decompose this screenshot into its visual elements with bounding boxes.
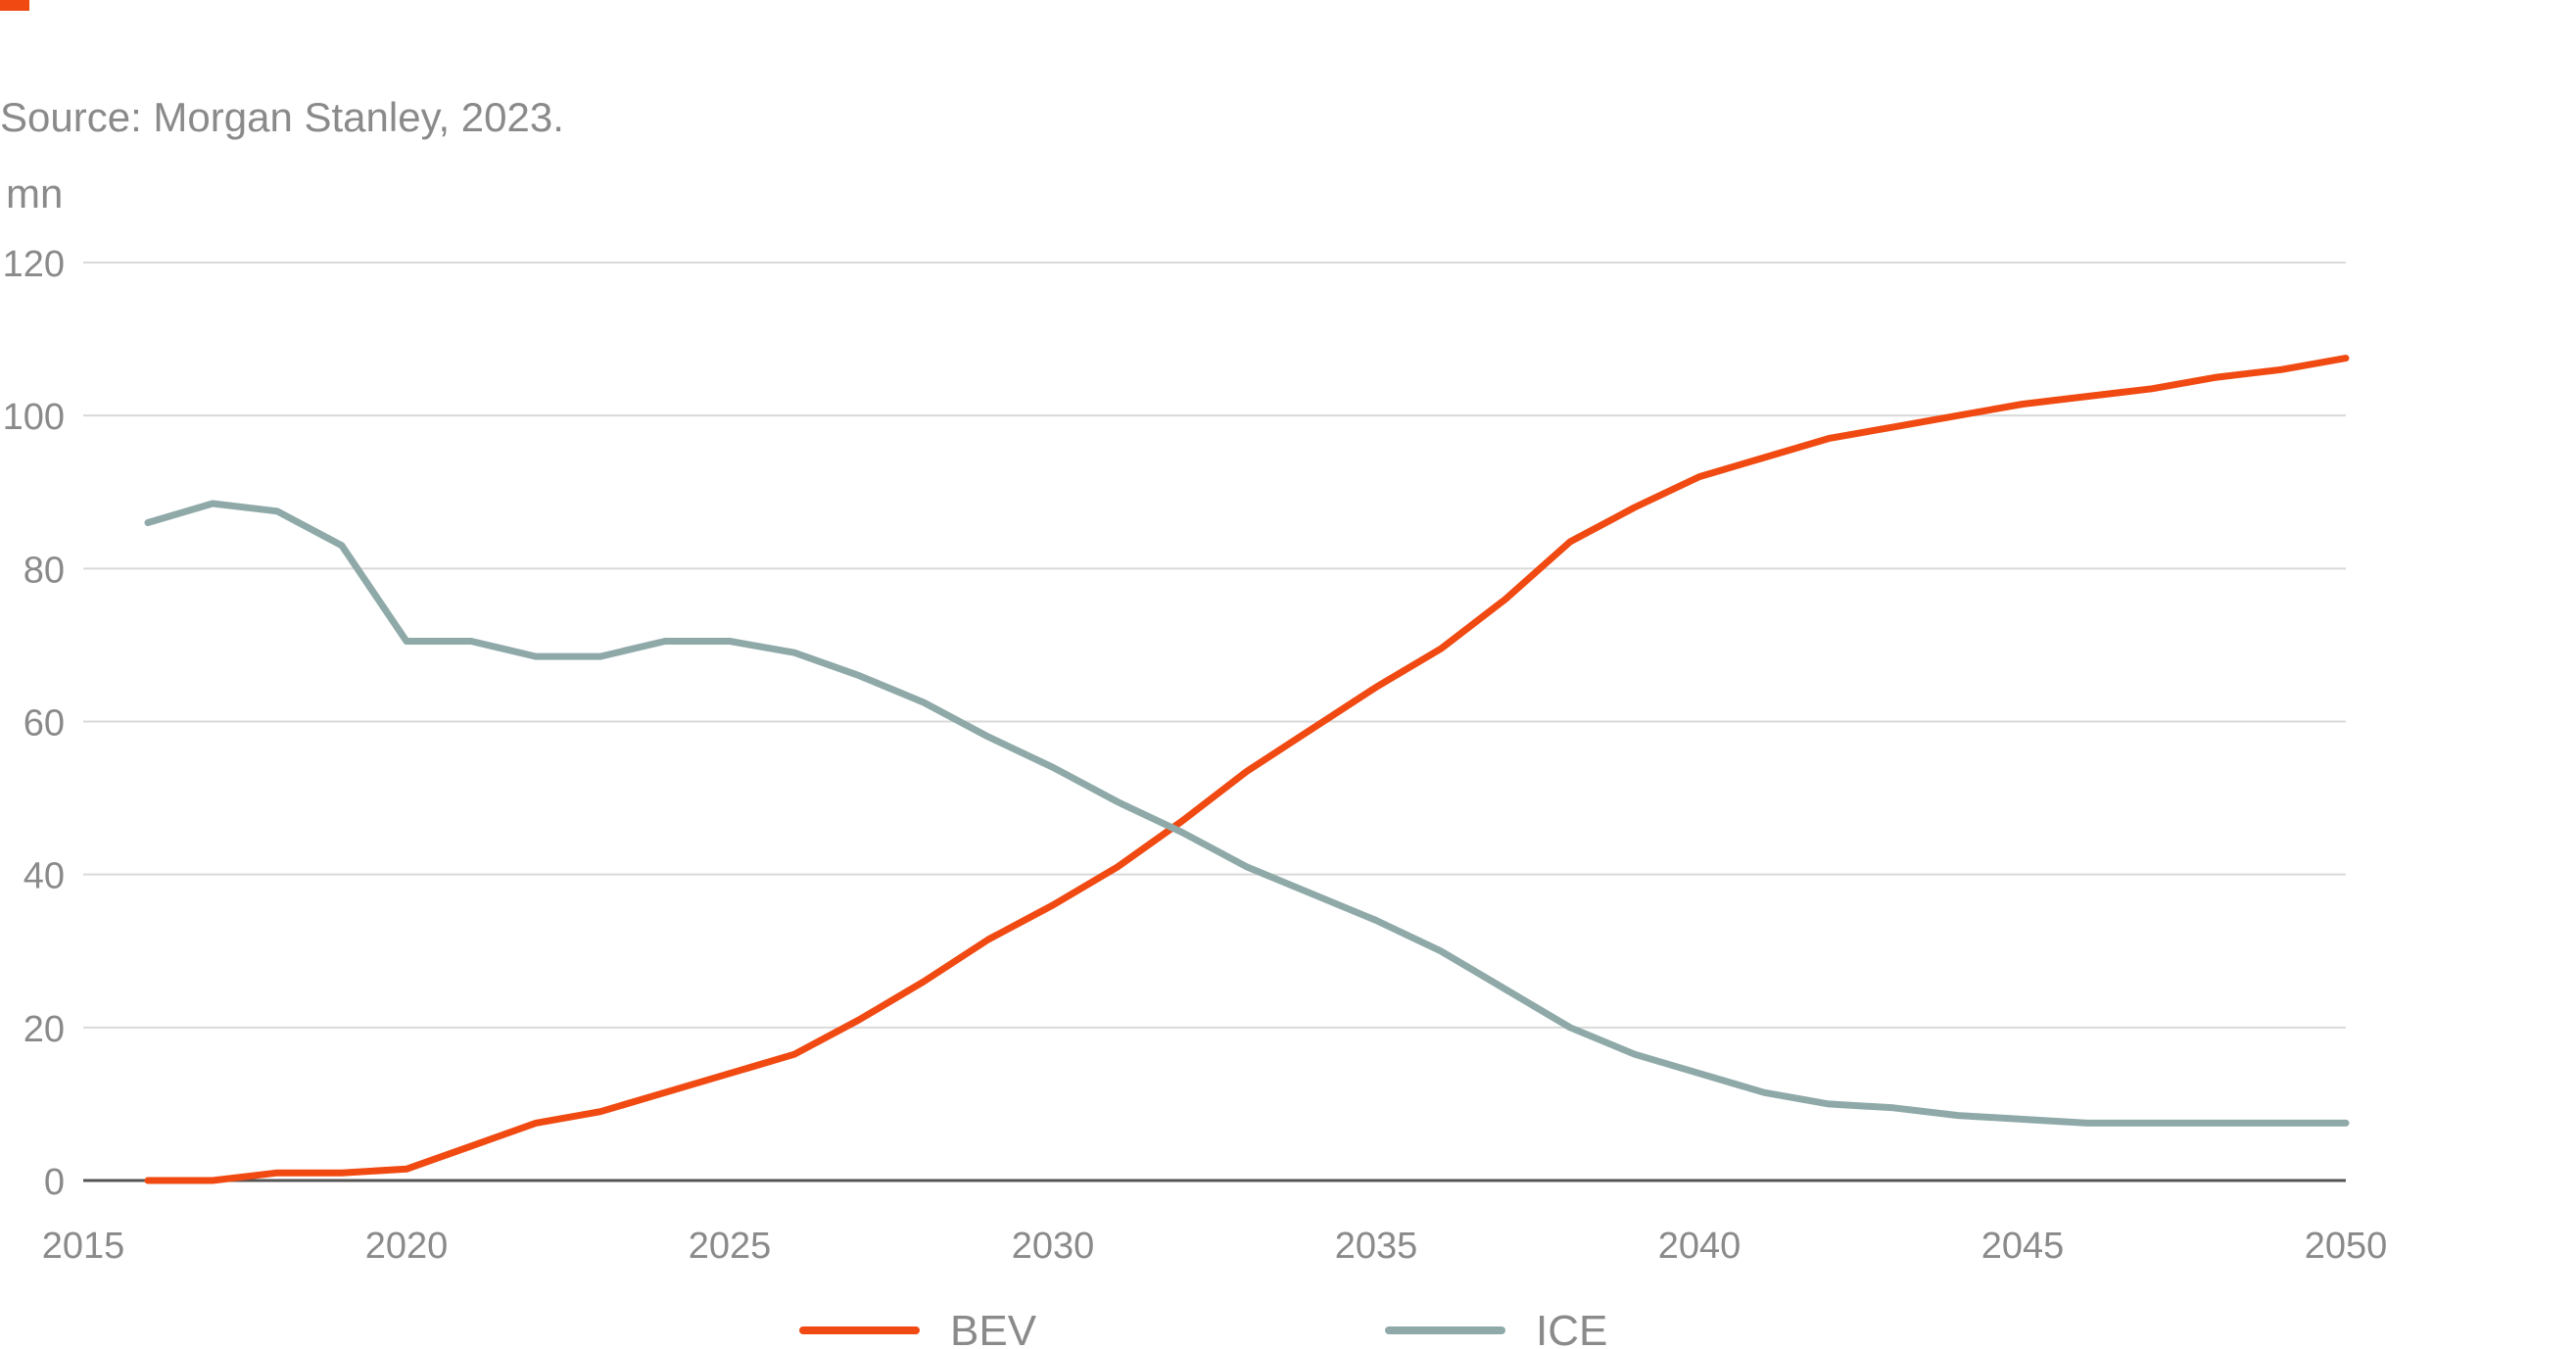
legend-label-ice: ICE [1536,1307,1607,1349]
y-tick-label: 80 [24,550,65,591]
y-tick-label: 120 [3,244,65,285]
x-tick-label: 2050 [2305,1226,2388,1267]
gridlines [83,262,2346,1029]
x-tick-label: 2020 [365,1226,449,1267]
series-line-bev [144,355,2350,1184]
x-tick-label: 2035 [1335,1226,1418,1267]
x-tick-label: 2025 [689,1226,772,1267]
x-tick-label: 2030 [1012,1226,1095,1267]
x-tick-label: 2015 [42,1226,125,1267]
y-tick-label: 60 [24,703,65,745]
legend-label-bev: BEV [950,1307,1037,1349]
accent-mark [0,0,29,11]
source-note: Source: Morgan Stanley, 2023. [0,94,564,140]
y-tick-label: 100 [3,397,65,438]
legend: BEV ICE [799,1307,1607,1349]
y-axis-ticks: 0 20 40 60 80 100 120 [3,244,65,1203]
x-axis-ticks: 2015 2020 2025 2030 2035 2040 2045 2050 [42,1226,2388,1267]
y-tick-label: 20 [24,1009,65,1050]
y-tick-label: 40 [24,856,65,897]
x-tick-label: 2045 [1981,1226,2065,1267]
series-lines [144,355,2350,1184]
y-tick-label: 0 [44,1162,65,1203]
series-line-ice [144,500,2350,1127]
y-axis-unit-label: mn [6,170,64,217]
x-tick-label: 2040 [1658,1226,1741,1267]
